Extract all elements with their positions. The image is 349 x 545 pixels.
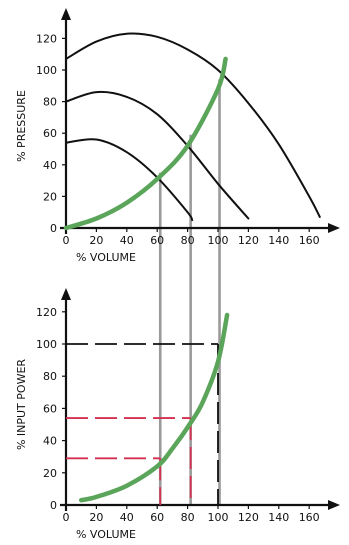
x-tick-label: 160 xyxy=(299,511,320,524)
x-tick-label: 20 xyxy=(89,511,103,524)
pump-curve-line-0 xyxy=(65,32,321,218)
x-tick-label: 160 xyxy=(299,234,320,247)
pump-curve-line-1 xyxy=(65,90,250,220)
y-tick-label: 100 xyxy=(36,338,57,351)
x-tick-label: 120 xyxy=(238,234,259,247)
y-axis-title: % PRESSURE xyxy=(15,90,28,162)
chart-panel-0 xyxy=(60,8,340,234)
y-tick-label: 120 xyxy=(36,306,57,319)
power-curve-line-0 xyxy=(78,312,230,503)
x-tick-label: 140 xyxy=(268,511,289,524)
y-tick-label: 60 xyxy=(43,127,57,140)
x-tick-label: 40 xyxy=(120,511,134,524)
y-axis-title: % INPUT POWER xyxy=(15,359,28,450)
x-tick-label: 140 xyxy=(268,234,289,247)
x-axis-arrow-icon xyxy=(328,223,340,233)
x-tick-label: 120 xyxy=(238,511,259,524)
pump-curve-line-2 xyxy=(65,138,194,222)
chart-panel-1 xyxy=(60,288,340,511)
x-tick-label: 80 xyxy=(181,234,195,247)
x-axis-arrow-icon xyxy=(328,500,340,510)
system-curve-line-3 xyxy=(63,56,228,231)
y-tick-label: 80 xyxy=(43,370,57,383)
y-tick-label: 40 xyxy=(43,435,57,448)
y-tick-label: 20 xyxy=(43,190,57,203)
y-tick-label: 0 xyxy=(50,222,57,235)
y-tick-label: 40 xyxy=(43,159,57,172)
x-tick-label: 60 xyxy=(150,234,164,247)
x-axis-title: % VOLUME xyxy=(76,251,136,264)
x-tick-label: 20 xyxy=(89,234,103,247)
x-tick-label: 0 xyxy=(63,234,70,247)
y-tick-label: 120 xyxy=(36,32,57,45)
x-tick-label: 100 xyxy=(208,234,229,247)
x-axis-title: % VOLUME xyxy=(76,528,136,541)
y-tick-label: 0 xyxy=(50,499,57,512)
y-axis-arrow-icon xyxy=(61,288,71,300)
x-tick-label: 100 xyxy=(208,511,229,524)
y-tick-label: 60 xyxy=(43,402,57,415)
y-tick-label: 20 xyxy=(43,467,57,480)
x-tick-label: 40 xyxy=(120,234,134,247)
x-tick-label: 0 xyxy=(63,511,70,524)
x-tick-label: 80 xyxy=(181,511,195,524)
y-tick-label: 100 xyxy=(36,64,57,77)
x-tick-label: 60 xyxy=(150,511,164,524)
y-axis-arrow-icon xyxy=(61,8,71,20)
y-tick-label: 80 xyxy=(43,96,57,109)
